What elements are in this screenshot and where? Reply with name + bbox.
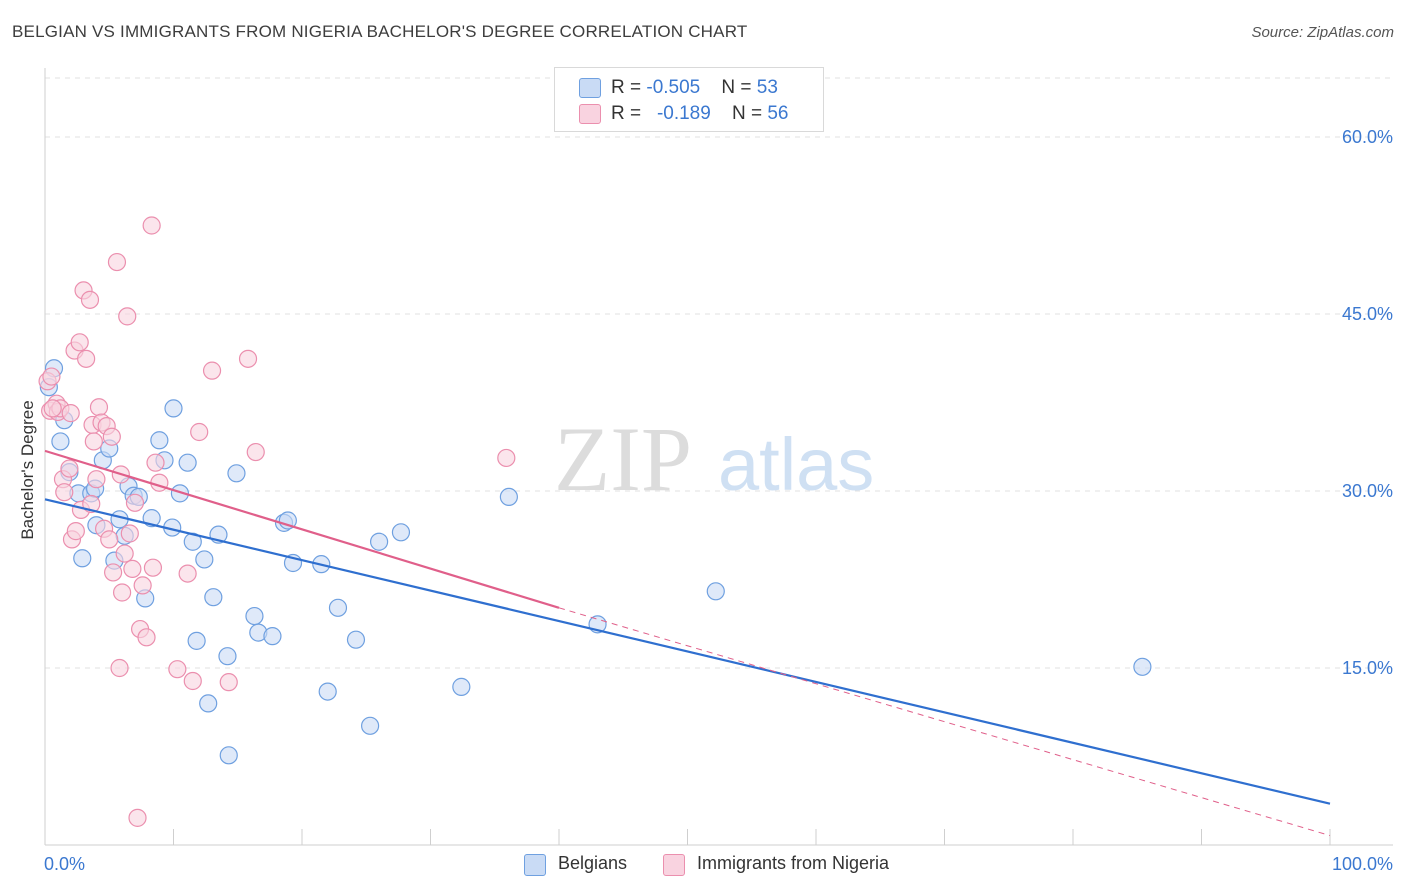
- belgians-point: [142, 509, 161, 528]
- belgians-point: [346, 630, 366, 649]
- series-swatch-belgians: [524, 854, 546, 876]
- belgians-point: [187, 631, 206, 650]
- nigeria-point: [112, 583, 132, 602]
- belgians-point: [245, 606, 264, 626]
- nigeria-point: [70, 333, 89, 352]
- belgians-point: [150, 431, 169, 450]
- nigeria-point: [115, 544, 134, 563]
- legend-swatch-belgians: [579, 78, 601, 98]
- nigeria-point: [43, 399, 62, 418]
- nigeria-point: [219, 673, 238, 692]
- nigeria-point: [133, 576, 152, 595]
- belgians-point: [219, 746, 238, 765]
- nigeria-point: [246, 442, 265, 462]
- belgians-point: [370, 532, 389, 551]
- nigeria-point: [104, 563, 123, 582]
- belgians-point: [73, 549, 92, 568]
- nigeria-point: [125, 493, 145, 512]
- nigeria-point: [168, 660, 187, 679]
- belgians-point: [227, 464, 246, 483]
- series-swatch-nigeria: [663, 854, 685, 876]
- belgians-point: [218, 647, 237, 666]
- belgians-point: [51, 432, 70, 451]
- belgians-point: [706, 582, 725, 601]
- belgians-point: [199, 694, 218, 713]
- belgians-point: [328, 598, 348, 617]
- nigeria-point: [183, 671, 202, 691]
- nigeria-point: [87, 470, 106, 489]
- y-tick-label: 60.0%: [1342, 127, 1393, 147]
- nigeria-point: [178, 564, 197, 583]
- nigeria-point: [137, 628, 156, 647]
- belgians-point: [361, 716, 380, 735]
- x-tick-label-right: 100.0%: [1332, 854, 1393, 874]
- nigeria-point: [100, 530, 119, 549]
- nigeria-point: [142, 216, 161, 235]
- legend-stats-belgians: R = -0.505 N = 53: [611, 77, 778, 98]
- y-tick-label: 30.0%: [1342, 481, 1393, 501]
- nigeria-point: [497, 448, 516, 468]
- watermark-zip: ZIP: [554, 408, 692, 510]
- nigeria-trend-extrapolation: [558, 607, 1331, 837]
- nigeria-point: [238, 349, 258, 368]
- watermark-atlas: atlas: [718, 423, 874, 506]
- nigeria-point: [66, 522, 85, 541]
- belgians-point: [1133, 657, 1152, 676]
- nigeria-point: [42, 367, 61, 386]
- correlation-legend: R = -0.505 N = 53 R = -0.189 N = 56: [554, 67, 824, 132]
- belgians-point: [204, 588, 223, 607]
- nigeria-point: [143, 558, 163, 577]
- y-tick-label: 15.0%: [1342, 658, 1393, 678]
- series-label-belgians: Belgians: [558, 853, 628, 873]
- belgians-point: [178, 453, 197, 472]
- nigeria-point: [55, 483, 74, 502]
- belgians-point: [170, 484, 190, 503]
- nigeria-point: [118, 307, 137, 326]
- nigeria-point: [146, 453, 165, 472]
- y-axis-label: Bachelor's Degree: [18, 400, 37, 540]
- nigeria-point: [128, 808, 147, 827]
- nigeria-point: [60, 459, 79, 478]
- legend-swatch-nigeria: [579, 104, 601, 124]
- nigeria-points: [38, 216, 516, 827]
- x-tick-label-left: 0.0%: [44, 854, 85, 874]
- nigeria-point: [202, 361, 222, 380]
- chart-title: BELGIAN VS IMMIGRANTS FROM NIGERIA BACHE…: [12, 22, 748, 41]
- belgians-point: [391, 523, 411, 542]
- belgians-point: [499, 487, 518, 506]
- belgians-point: [164, 399, 183, 418]
- belgians-point: [318, 682, 337, 701]
- belgians-point: [195, 550, 214, 569]
- nigeria-point: [120, 524, 139, 543]
- legend-stats-nigeria: R = -0.189 N = 56: [611, 103, 789, 124]
- nigeria-point: [107, 252, 127, 272]
- chart-source: Source: ZipAtlas.com: [1251, 24, 1394, 41]
- nigeria-point: [123, 559, 142, 578]
- series-label-nigeria: Immigrants from Nigeria: [697, 853, 890, 873]
- nigeria-trend-line: [44, 449, 560, 609]
- nigeria-point: [84, 432, 103, 451]
- belgians-point: [263, 627, 282, 646]
- y-tick-label: 45.0%: [1342, 304, 1393, 324]
- belgians-point: [452, 677, 471, 696]
- nigeria-point: [80, 290, 100, 309]
- nigeria-point: [190, 422, 209, 442]
- nigeria-point: [61, 404, 80, 423]
- nigeria-point: [77, 349, 96, 368]
- nigeria-point: [102, 427, 121, 446]
- nigeria-point: [110, 658, 129, 678]
- nigeria-point: [89, 398, 109, 417]
- belgians-trend-line: [44, 498, 1331, 805]
